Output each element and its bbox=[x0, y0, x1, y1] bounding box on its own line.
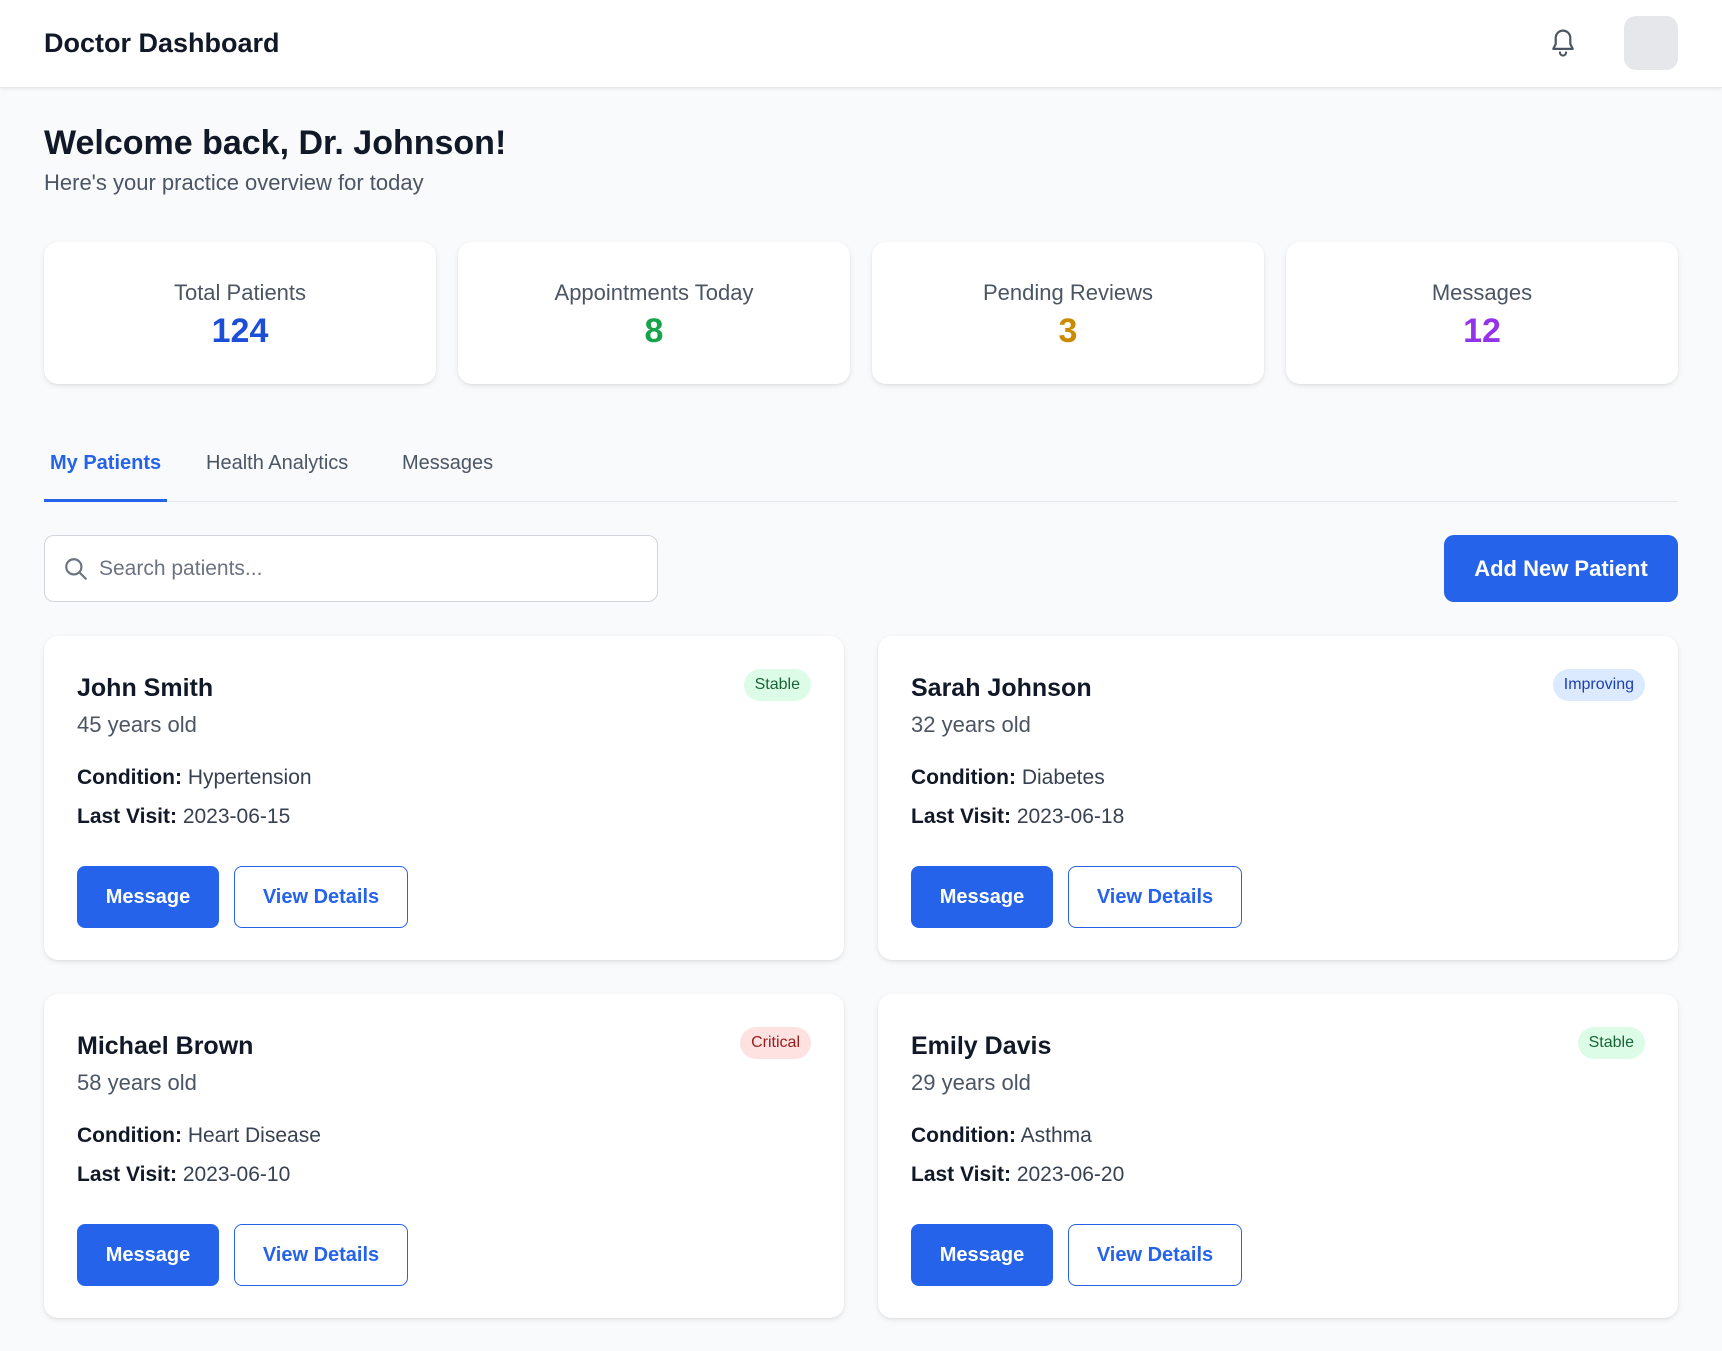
patient-last-visit-row: Last Visit: 2023-06-18 bbox=[911, 805, 1124, 829]
patient-condition-row: Condition: Diabetes bbox=[911, 766, 1105, 790]
stat-value: 8 bbox=[644, 312, 664, 350]
search-box bbox=[44, 535, 658, 602]
patient-condition: Hypertension bbox=[187, 766, 312, 789]
patient-age: 58 years old bbox=[77, 1070, 197, 1095]
stat-card-total-patients: Total Patients 124 bbox=[44, 242, 436, 384]
patient-last-visit-row: Last Visit: 2023-06-15 bbox=[77, 805, 290, 829]
patient-card: Emily Davis 29 years old Stable Conditio… bbox=[878, 994, 1678, 1318]
patient-name: Sarah Johnson bbox=[911, 674, 1092, 702]
condition-label: Condition: bbox=[911, 766, 1016, 789]
stat-card-appointments-today: Appointments Today 8 bbox=[458, 242, 850, 384]
patient-last-visit: 2023-06-20 bbox=[1016, 1163, 1125, 1186]
stat-value: 12 bbox=[1463, 312, 1501, 350]
message-button[interactable]: Message bbox=[911, 1224, 1053, 1286]
last-visit-label: Last Visit: bbox=[911, 805, 1011, 828]
condition-label: Condition: bbox=[77, 1124, 182, 1147]
patient-name: Emily Davis bbox=[911, 1032, 1052, 1060]
condition-label: Condition: bbox=[911, 1124, 1016, 1147]
stat-card-messages: Messages 12 bbox=[1286, 242, 1678, 384]
view-details-button[interactable]: View Details bbox=[234, 866, 408, 928]
stat-value: 124 bbox=[211, 312, 269, 350]
patient-condition-row: Condition: Hypertension bbox=[77, 766, 312, 790]
patient-condition: Diabetes bbox=[1021, 766, 1105, 789]
patient-condition: Heart Disease bbox=[187, 1124, 321, 1147]
patient-name: Michael Brown bbox=[77, 1032, 254, 1060]
view-details-button[interactable]: View Details bbox=[1068, 1224, 1242, 1286]
tab-my-patients[interactable]: My Patients bbox=[44, 452, 168, 502]
tab-messages[interactable]: Messages bbox=[402, 452, 494, 474]
patient-condition: Asthma bbox=[1020, 1124, 1092, 1147]
view-details-button[interactable]: View Details bbox=[234, 1224, 408, 1286]
patient-age: 29 years old bbox=[911, 1070, 1031, 1095]
message-button[interactable]: Message bbox=[77, 866, 219, 928]
patient-last-visit: 2023-06-10 bbox=[182, 1163, 291, 1186]
patient-last-visit-row: Last Visit: 2023-06-10 bbox=[77, 1163, 290, 1187]
tab-bar: My Patients Health Analytics Messages bbox=[44, 440, 1678, 502]
top-bar: Doctor Dashboard bbox=[0, 0, 1722, 88]
message-button[interactable]: Message bbox=[77, 1224, 219, 1286]
app-title: Doctor Dashboard bbox=[44, 28, 280, 58]
stat-value: 3 bbox=[1058, 312, 1078, 350]
stat-label: Total Patients bbox=[173, 280, 307, 305]
patient-age: 32 years old bbox=[911, 712, 1031, 737]
tab-health-analytics[interactable]: Health Analytics bbox=[206, 452, 349, 474]
status-badge: Improving bbox=[1552, 669, 1645, 701]
stat-card-pending-reviews: Pending Reviews 3 bbox=[872, 242, 1264, 384]
status-badge: Critical bbox=[740, 1027, 811, 1059]
welcome-title: Welcome back, Dr. Johnson! bbox=[44, 124, 507, 162]
patient-name: John Smith bbox=[77, 674, 214, 702]
welcome-subtitle: Here's your practice overview for today bbox=[44, 170, 424, 195]
patient-last-visit-row: Last Visit: 2023-06-20 bbox=[911, 1163, 1124, 1187]
patient-last-visit: 2023-06-15 bbox=[182, 805, 291, 828]
stat-label: Messages bbox=[1431, 280, 1533, 305]
condition-label: Condition: bbox=[77, 766, 182, 789]
search-input[interactable] bbox=[99, 548, 639, 590]
patient-last-visit: 2023-06-18 bbox=[1016, 805, 1125, 828]
patient-card: Sarah Johnson 32 years old Improving Con… bbox=[878, 636, 1678, 960]
patient-card: Michael Brown 58 years old Critical Cond… bbox=[44, 994, 844, 1318]
patient-age: 45 years old bbox=[77, 712, 197, 737]
add-new-patient-button[interactable]: Add New Patient bbox=[1444, 535, 1678, 602]
bell-icon[interactable] bbox=[1548, 27, 1578, 61]
last-visit-label: Last Visit: bbox=[911, 1163, 1011, 1186]
avatar[interactable] bbox=[1624, 16, 1678, 70]
patient-card: John Smith 45 years old Stable Condition… bbox=[44, 636, 844, 960]
search-icon bbox=[65, 558, 87, 580]
last-visit-label: Last Visit: bbox=[77, 1163, 177, 1186]
stat-label: Appointments Today bbox=[554, 280, 754, 305]
patient-condition-row: Condition: Asthma bbox=[911, 1124, 1092, 1148]
status-badge: Stable bbox=[743, 669, 811, 701]
last-visit-label: Last Visit: bbox=[77, 805, 177, 828]
view-details-button[interactable]: View Details bbox=[1068, 866, 1242, 928]
patient-condition-row: Condition: Heart Disease bbox=[77, 1124, 321, 1148]
stat-label: Pending Reviews bbox=[983, 280, 1153, 305]
status-badge: Stable bbox=[1577, 1027, 1645, 1059]
message-button[interactable]: Message bbox=[911, 866, 1053, 928]
